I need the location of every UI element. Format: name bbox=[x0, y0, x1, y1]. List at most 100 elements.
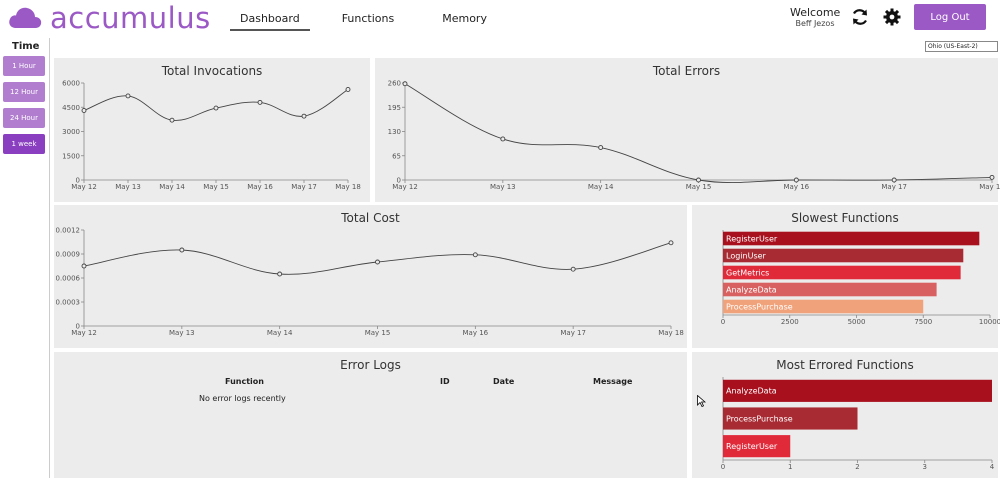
x-tick-label: 2 bbox=[855, 463, 859, 471]
y-tick-label: 0.0003 bbox=[56, 299, 81, 307]
bar-label: RegisterUser bbox=[726, 442, 778, 451]
y-tick-label: 0 bbox=[397, 177, 401, 185]
bar-label: AnalyzeData bbox=[726, 387, 777, 396]
refresh-icon[interactable] bbox=[851, 8, 869, 26]
series-line bbox=[83, 89, 349, 121]
error-logs-panel: Error Logs Function ID Date Message No e… bbox=[54, 352, 687, 478]
data-point bbox=[125, 93, 131, 99]
panel-title: Total Cost bbox=[341, 211, 400, 225]
y-tick-label: 0.0012 bbox=[56, 227, 81, 235]
bar bbox=[723, 379, 992, 402]
x-tick-label: May 16 bbox=[247, 183, 273, 191]
region-select[interactable]: Ohio (US-East-2) bbox=[925, 41, 998, 52]
y-tick-label: 0.0009 bbox=[56, 251, 81, 259]
x-tick-label: May 12 bbox=[392, 183, 418, 191]
nav-dashboard[interactable]: Dashboard bbox=[230, 11, 310, 31]
bar bbox=[723, 231, 980, 246]
x-tick-label: 1 bbox=[788, 463, 792, 471]
welcome-block: Welcome Beff Jezos bbox=[790, 6, 840, 28]
time-1-hour-button[interactable]: 1 Hour bbox=[3, 56, 45, 76]
y-tick-label: 4500 bbox=[62, 104, 80, 112]
y-tick-label: 0.0006 bbox=[56, 275, 81, 283]
data-point bbox=[179, 247, 185, 253]
log-empty-message: No error logs recently bbox=[199, 394, 286, 403]
bar-label: LoginUser bbox=[726, 251, 767, 260]
bar-label: RegisterUser bbox=[726, 234, 778, 243]
x-tick-label: May 17 bbox=[881, 183, 907, 191]
x-tick-label: May 13 bbox=[169, 329, 195, 337]
y-tick-label: 195 bbox=[388, 104, 401, 112]
app-name: accumulus bbox=[50, 1, 211, 35]
x-tick-label: 0 bbox=[721, 463, 725, 471]
total-cost-panel: Total Cost 0 0.0003 0.0006 0.0009 0.0012 May … bbox=[54, 205, 687, 348]
series-line bbox=[83, 242, 672, 275]
data-point bbox=[81, 263, 87, 269]
x-tick-label: May 14 bbox=[588, 183, 614, 191]
data-point bbox=[472, 252, 478, 258]
y-tick-label: 0 bbox=[76, 323, 80, 331]
y-tick-label: 3000 bbox=[62, 128, 80, 136]
panel-title: Most Errored Functions bbox=[776, 358, 914, 372]
data-point bbox=[598, 145, 604, 150]
slowest-functions-chart: 0 2500 5000 7500 10000 RegisterUser LoginUser G… bbox=[721, 230, 1000, 326]
data-point bbox=[696, 177, 701, 183]
x-tick-label: May 15 bbox=[203, 183, 229, 191]
x-tick-label: May 18 bbox=[335, 183, 361, 191]
data-point bbox=[169, 117, 175, 123]
total-errors-panel: Total Errors 0 65 130 195 260 May 12 May 13 May… bbox=[375, 58, 1000, 202]
data-point bbox=[345, 87, 351, 92]
panel-title: Error Logs bbox=[340, 358, 401, 372]
data-point bbox=[793, 177, 799, 183]
x-tick-label: May 17 bbox=[291, 183, 317, 191]
slowest-functions-panel: Slowest Functions 0 2500 5000 7500 10000 Regi… bbox=[692, 205, 1000, 348]
data-point bbox=[213, 105, 219, 111]
nav-functions[interactable]: Functions bbox=[341, 12, 395, 25]
panel-title: Total Invocations bbox=[161, 64, 263, 78]
bar-label: ProcessPurchase bbox=[726, 302, 793, 311]
bar bbox=[723, 265, 961, 280]
data-point bbox=[668, 240, 674, 246]
bar-label: ProcessPurchase bbox=[726, 414, 793, 423]
most-errored-functions-panel: Most Errored Functions 0 1 2 3 4 AnalyzeData P… bbox=[692, 352, 998, 478]
x-tick-label: May 12 bbox=[71, 329, 97, 337]
x-tick-label: May 14 bbox=[267, 329, 293, 337]
panel-title: Slowest Functions bbox=[791, 211, 899, 225]
x-tick-label: May 16 bbox=[463, 329, 489, 337]
x-tick-label: May 12 bbox=[71, 183, 97, 191]
data-point bbox=[570, 266, 576, 272]
app-logo[interactable]: accumulus bbox=[8, 1, 211, 35]
data-point bbox=[301, 113, 307, 119]
y-tick-label: 260 bbox=[388, 80, 401, 88]
total-errors-chart: 0 65 130 195 260 May 12 May 13 May 14 May 15 May … bbox=[388, 80, 1000, 192]
x-tick-label: 3 bbox=[923, 463, 927, 471]
logout-button[interactable]: Log Out bbox=[914, 4, 986, 30]
time-24-hour-button[interactable]: 24 Hour bbox=[3, 108, 45, 128]
bar bbox=[723, 282, 937, 297]
y-tick-label: 65 bbox=[392, 152, 401, 160]
x-tick-label: 10000 bbox=[979, 318, 1000, 326]
log-col-message: Message bbox=[593, 377, 633, 386]
cloud-logo-icon bbox=[9, 7, 42, 29]
total-cost-chart: 0 0.0003 0.0006 0.0009 0.0012 May 12 May 13 May… bbox=[56, 227, 684, 338]
gear-icon[interactable] bbox=[883, 8, 901, 26]
y-tick-label: 1500 bbox=[62, 152, 80, 160]
x-tick-label: May 18 bbox=[658, 329, 684, 337]
log-col-id: ID bbox=[440, 377, 450, 386]
time-12-hour-button[interactable]: 12 Hour bbox=[3, 82, 45, 102]
time-1-week-button[interactable]: 1 week bbox=[3, 134, 45, 154]
nav-memory[interactable]: Memory bbox=[442, 12, 487, 25]
y-tick-label: 130 bbox=[388, 128, 401, 136]
data-point bbox=[989, 174, 995, 180]
panel-title: Total Errors bbox=[652, 64, 721, 78]
data-point bbox=[500, 136, 506, 142]
bar bbox=[723, 248, 964, 263]
data-point bbox=[402, 81, 408, 87]
bar bbox=[723, 435, 791, 458]
x-tick-label: May 15 bbox=[686, 183, 712, 191]
x-tick-label: 2500 bbox=[781, 318, 799, 326]
x-tick-label: May 14 bbox=[159, 183, 185, 191]
main-nav: Dashboard Functions Memory bbox=[230, 11, 487, 31]
x-tick-label: May 15 bbox=[365, 329, 391, 337]
y-tick-label: 0 bbox=[76, 177, 80, 185]
bar bbox=[723, 299, 924, 314]
